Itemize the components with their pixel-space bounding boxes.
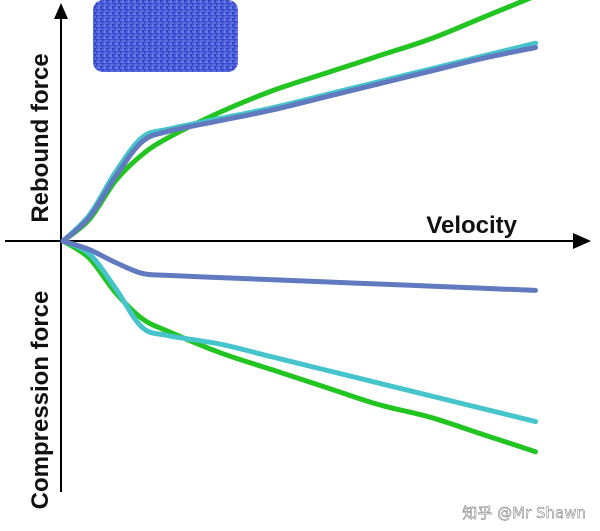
series-2-compression-line bbox=[60, 238, 538, 425]
x-axis-label: Velocity bbox=[426, 212, 517, 239]
y-axis-label-rebound: Rebound force bbox=[27, 53, 54, 222]
series-3-rebound-line bbox=[60, 45, 538, 244]
blurred-patch bbox=[93, 0, 238, 72]
y-axis-label-compression: Compression force bbox=[27, 291, 54, 510]
watermark-text: 知乎 @Mr Shawn bbox=[462, 504, 586, 522]
series-1-compression-line bbox=[60, 238, 538, 455]
axes bbox=[5, 3, 591, 492]
y-axis-arrowhead bbox=[54, 3, 68, 19]
curves-group bbox=[60, 0, 538, 455]
series-3-compression-line bbox=[60, 238, 538, 293]
x-axis-arrowhead bbox=[573, 233, 591, 249]
